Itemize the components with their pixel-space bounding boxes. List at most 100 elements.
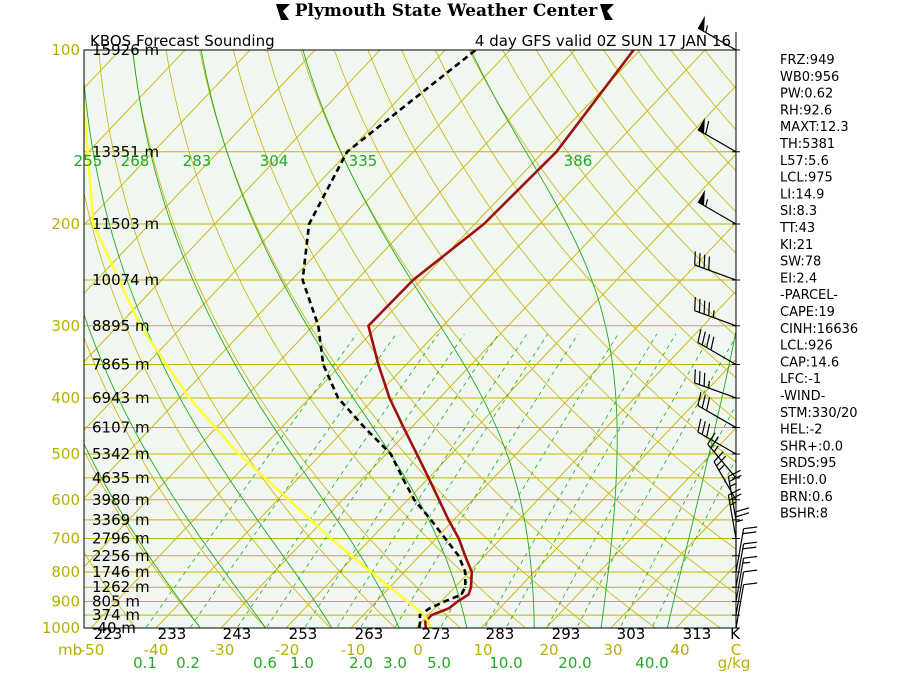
kelvin-label: 283 xyxy=(486,625,515,643)
barb-full xyxy=(735,507,750,513)
wind-barbs xyxy=(694,15,758,629)
barb-half xyxy=(712,310,715,318)
temperature-point-3 xyxy=(448,607,450,610)
index-item: EI:2.4 xyxy=(780,271,817,286)
dewpoint-point-13 xyxy=(390,453,392,455)
barb-flag xyxy=(697,117,705,134)
mixing-ratio-label: g/kg xyxy=(718,654,751,672)
barb-full xyxy=(716,455,727,467)
height-label: 1746 m xyxy=(92,563,150,581)
dry-adiabat xyxy=(199,50,592,628)
wind-barb-100 xyxy=(697,15,740,51)
index-item: HEL:-2 xyxy=(780,423,823,438)
barb-staff xyxy=(735,543,745,588)
isotherm-line xyxy=(84,50,511,500)
barb-full xyxy=(708,256,710,271)
wind-barb-700 xyxy=(727,488,742,539)
isotherm-line xyxy=(84,50,316,294)
index-item: SW:78 xyxy=(780,255,821,270)
barb-half xyxy=(742,561,751,564)
height-label: 7865 m xyxy=(92,355,150,373)
left-flag-icon xyxy=(276,4,290,20)
barb-full xyxy=(710,436,719,449)
barb-full xyxy=(705,120,710,135)
parcel-point-3 xyxy=(389,586,391,588)
barb-full xyxy=(698,298,701,313)
mixing-ratio-line xyxy=(619,404,736,628)
x-axis-unit: mb xyxy=(58,641,82,659)
isotherm-line xyxy=(350,222,736,628)
height-label: 2796 m xyxy=(92,529,150,547)
wind-barb-1000 xyxy=(732,582,758,629)
barb-staff xyxy=(735,528,745,573)
index-item: SHR+:0.0 xyxy=(780,439,843,454)
index-item: STM:330/20 xyxy=(780,406,858,421)
temperature-point-7 xyxy=(471,571,473,573)
height-label: 6943 m xyxy=(92,389,150,407)
index-item: CAP:14.6 xyxy=(780,355,839,370)
kelvin-label: 233 xyxy=(158,625,187,643)
wind-barb-500 xyxy=(697,418,740,455)
isotherm-line xyxy=(285,153,736,628)
parcel-point-4 xyxy=(370,571,372,573)
barb-full xyxy=(706,423,711,438)
dewpoint-point-18 xyxy=(302,279,304,281)
dewpoint-line xyxy=(301,50,477,628)
temperature-tick-label: 30 xyxy=(603,641,622,659)
mixing-ratio-label: 0.1 xyxy=(133,654,157,672)
mixing-ratio-label: 20.0 xyxy=(558,654,591,672)
index-item: TT:43 xyxy=(779,221,815,236)
parcel-point-6 xyxy=(288,499,290,501)
temperature-point-10 xyxy=(447,519,450,521)
index-item: LFC:-1 xyxy=(780,372,821,387)
index-item: CAPE:19 xyxy=(780,305,835,320)
temperature-tick-label: -30 xyxy=(210,641,235,659)
barb-staff xyxy=(694,264,737,281)
barb-staff xyxy=(694,310,737,327)
dewpoint-point-14 xyxy=(364,427,366,429)
mixing-ratio-line xyxy=(145,333,358,628)
moist-adiabat xyxy=(84,313,267,628)
isotherm-line xyxy=(84,50,251,226)
dry-adiabat xyxy=(84,551,137,628)
mixing-ratio-label: 0.6 xyxy=(253,654,277,672)
barb-full xyxy=(742,546,757,550)
temperature-point-16 xyxy=(377,363,379,366)
isotherm-line xyxy=(84,50,381,363)
temperature-point-11 xyxy=(438,499,440,501)
barb-staff xyxy=(735,558,745,602)
height-label: 3980 m xyxy=(92,491,150,509)
barb-staff xyxy=(727,494,737,539)
parcel-point-10 xyxy=(92,223,94,225)
dry-adiabat xyxy=(535,50,736,295)
theta-e-label: 335 xyxy=(349,152,378,170)
dry-adiabat xyxy=(84,191,332,628)
barb-full xyxy=(697,418,702,433)
pressure-label-900: 900 xyxy=(51,593,80,611)
wind-barb-450 xyxy=(697,392,740,429)
temperature-point-17 xyxy=(367,325,369,327)
dry-adiabat xyxy=(165,50,527,628)
height-label: 2256 m xyxy=(92,547,150,565)
temperature-tick-label: C xyxy=(731,641,741,659)
dry-adiabat xyxy=(266,50,722,628)
valid-time-subtitle: 4 day GFS valid 0Z SUN 17 JAN 16 xyxy=(475,32,731,50)
barb-full xyxy=(697,392,702,406)
parcel-point-9 xyxy=(139,325,141,327)
temperature-point-14 xyxy=(403,427,405,429)
kelvin-label: 253 xyxy=(289,625,318,643)
barb-full xyxy=(703,300,706,315)
wind-barb-400 xyxy=(694,369,740,399)
dry-adiabat xyxy=(468,50,736,379)
barb-full xyxy=(728,493,742,501)
index-item: SRDS:95 xyxy=(780,456,836,471)
parcel-point-7 xyxy=(238,453,240,455)
index-item: EHI:0.0 xyxy=(780,473,827,488)
barb-full xyxy=(743,541,758,545)
barb-staff xyxy=(697,201,737,225)
barb-full xyxy=(698,253,701,267)
index-item: PW:0.62 xyxy=(780,87,833,102)
temperature-tick-label: -50 xyxy=(80,641,105,659)
dry-adiabat xyxy=(401,50,736,463)
